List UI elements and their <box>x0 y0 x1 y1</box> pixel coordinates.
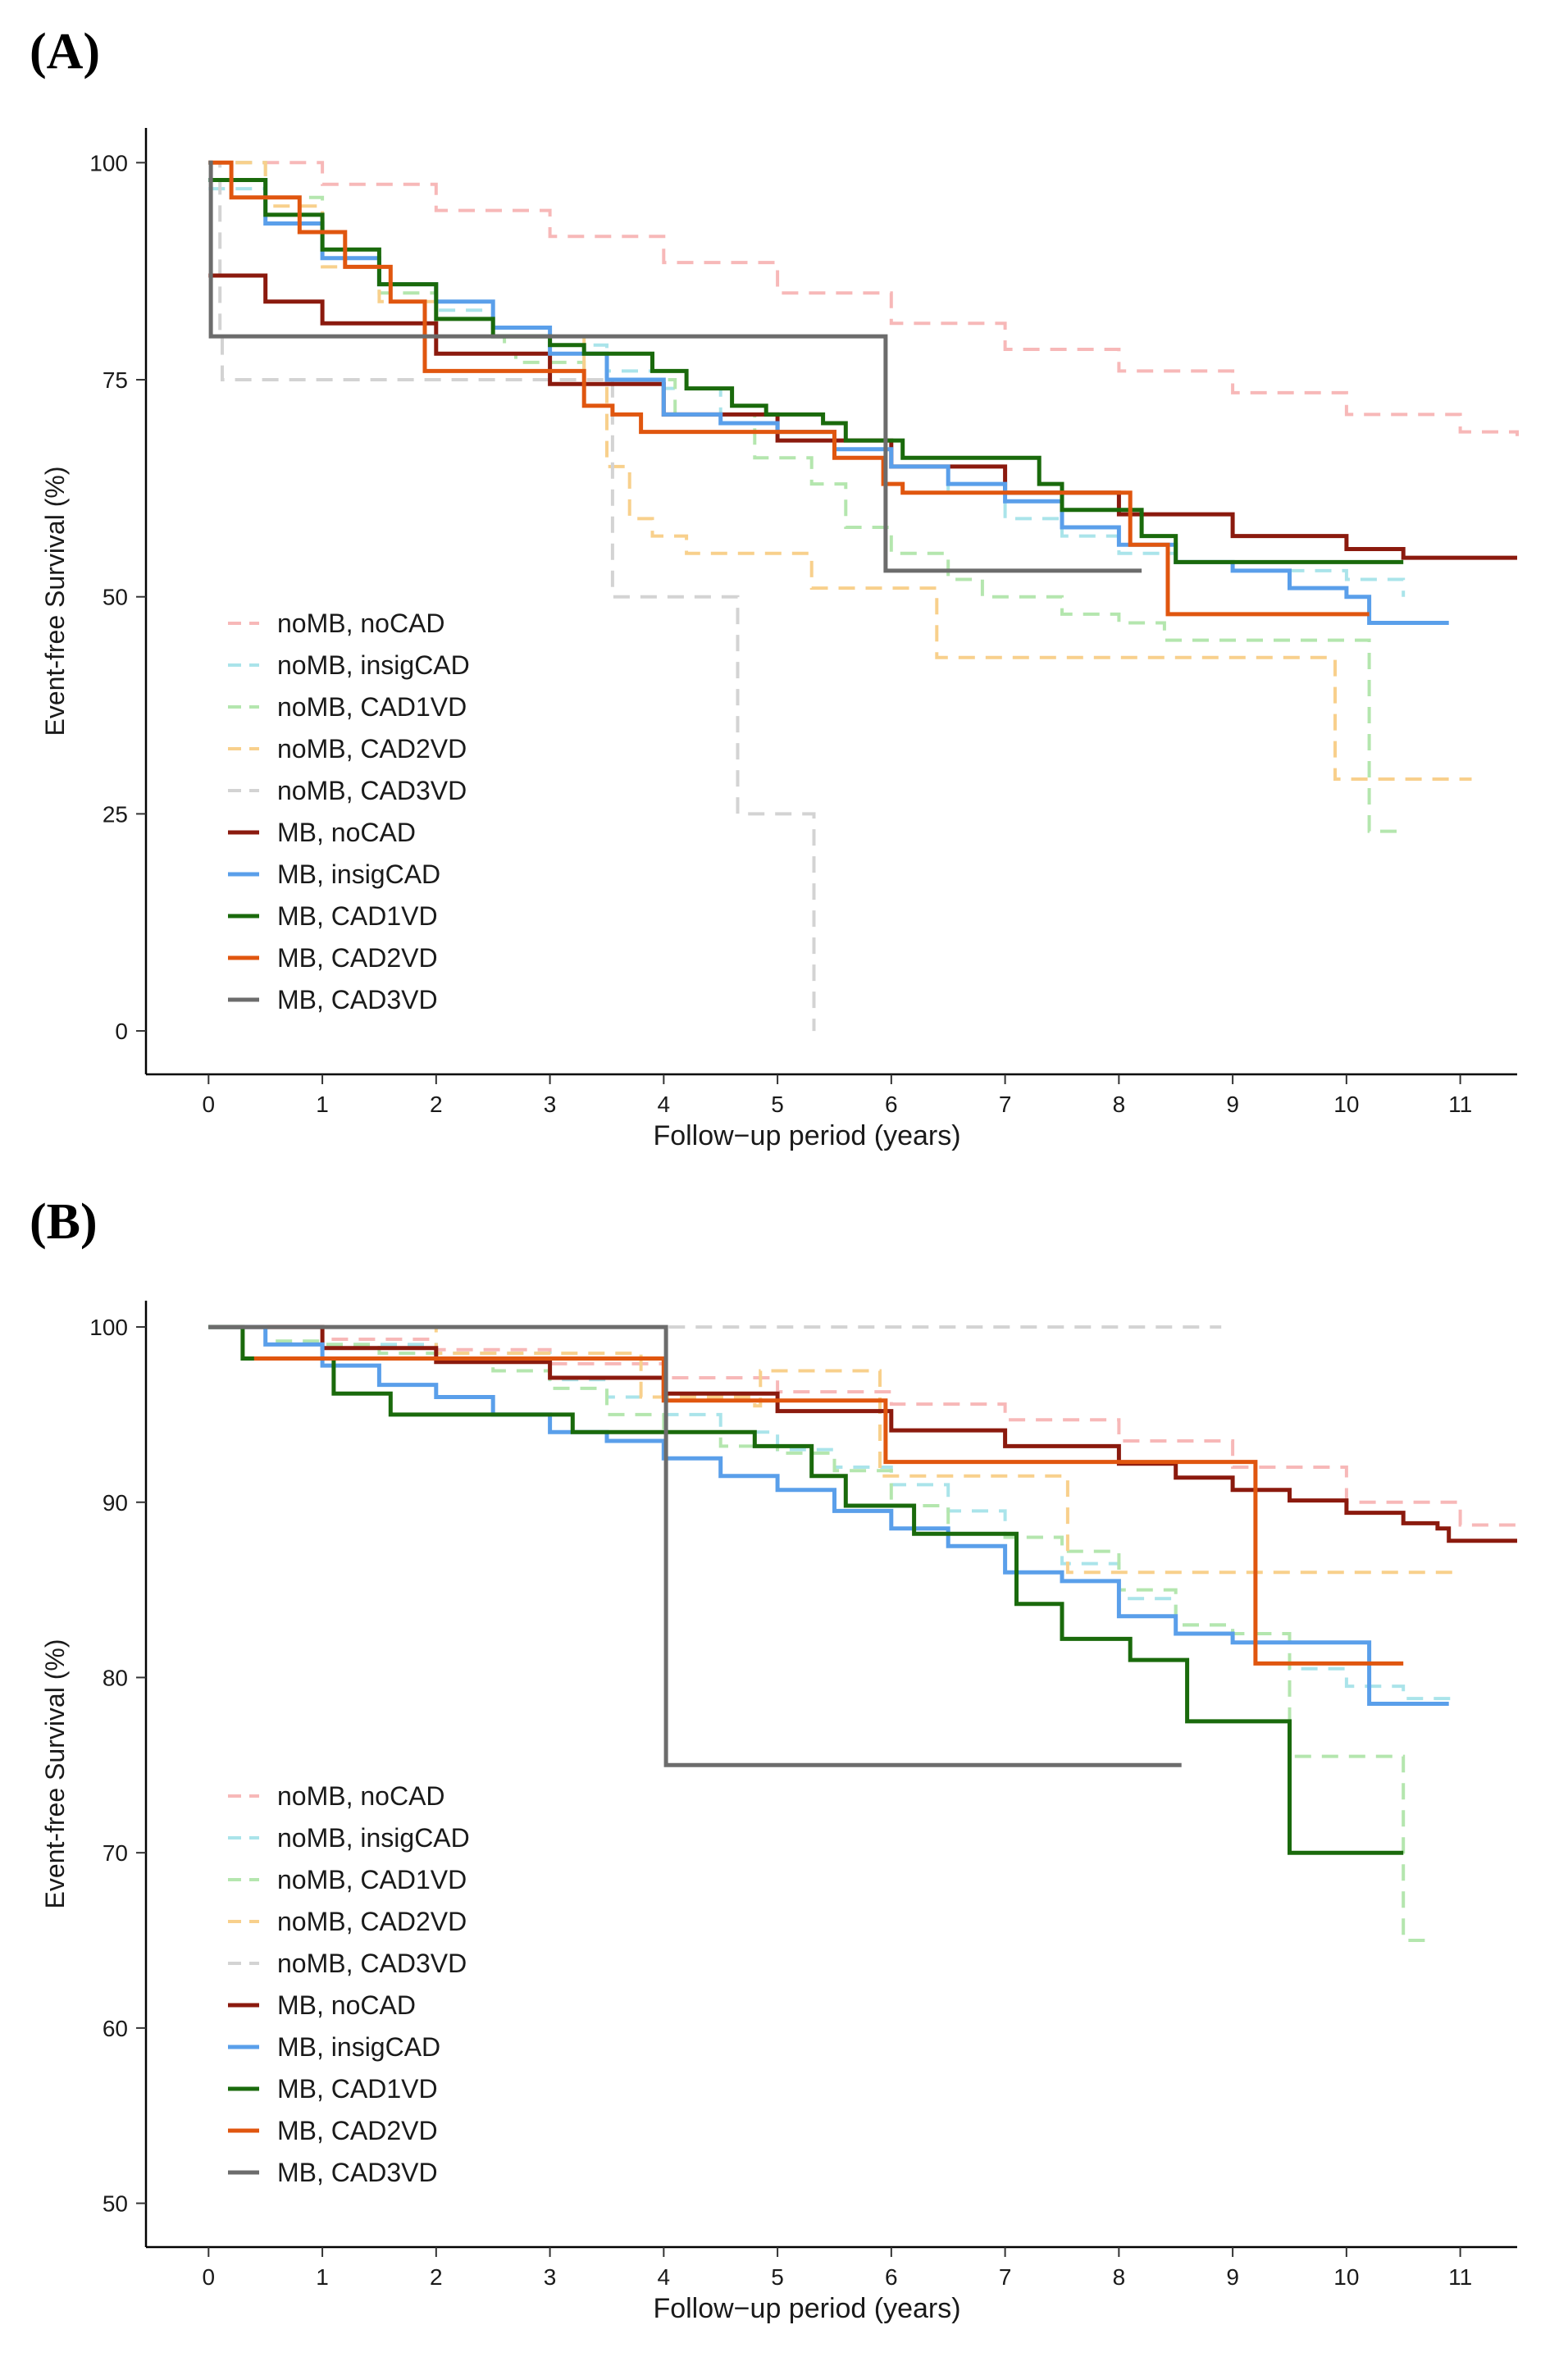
series-line-nomb-cad2vd <box>208 1325 1461 1575</box>
x-tick-label: 0 <box>203 2264 216 2290</box>
series-line-mb-cad2vd <box>253 1356 1404 1666</box>
y-axis-label: Event-free Survival (%) <box>40 467 70 736</box>
series-line-mb-cad1vd <box>208 1324 1404 1855</box>
x-tick-label: 7 <box>999 2264 1012 2290</box>
legend-label-nomb-cad1vd: noMB, CAD1VD <box>277 1865 467 1894</box>
y-tick-label: 50 <box>103 2191 128 2217</box>
legend-label-mb-cad3vd: MB, CAD3VD <box>277 985 438 1014</box>
x-tick-label: 5 <box>771 2264 784 2290</box>
legend-label-mb-cad2vd: MB, CAD2VD <box>277 943 438 973</box>
x-tick-label: 5 <box>771 1092 784 1117</box>
x-tick-label: 9 <box>1226 1092 1239 1117</box>
x-tick-label: 3 <box>544 2264 557 2290</box>
legend-label-mb-cad1vd: MB, CAD1VD <box>277 901 438 931</box>
x-tick-label: 10 <box>1333 1092 1359 1117</box>
legend-label-nomb-nocad: noMB, noCAD <box>277 609 445 638</box>
legend-label-nomb-cad1vd: noMB, CAD1VD <box>277 692 467 722</box>
legend-label-nomb-cad2vd: noMB, CAD2VD <box>277 734 467 764</box>
series-line-nomb-nocad <box>208 161 1519 436</box>
x-tick-label: 4 <box>658 1092 671 1117</box>
y-tick-label: 70 <box>103 1840 128 1866</box>
legend-label-mb-nocad: MB, noCAD <box>277 1990 416 2020</box>
x-tick-label: 2 <box>430 1092 443 1117</box>
x-axis-label: Follow−up period (years) <box>653 1120 960 1151</box>
x-tick-label: 1 <box>316 1092 329 1117</box>
y-tick-label: 100 <box>89 150 128 176</box>
series-line-mb-cad3vd <box>208 160 1142 573</box>
legend-label-nomb-cad2vd: noMB, CAD2VD <box>277 1907 467 1936</box>
x-tick-label: 1 <box>316 2264 329 2290</box>
x-tick-label: 11 <box>1448 2264 1472 2290</box>
panel-label-b: (B) <box>30 1194 98 1250</box>
y-tick-label: 100 <box>89 1315 128 1340</box>
legend: noMB, noCAD noMB, insigCAD noMB, CAD1VD noM… <box>228 609 470 1014</box>
legend-label-mb-cad1vd: MB, CAD1VD <box>277 2074 438 2104</box>
x-tick-label: 8 <box>1113 2264 1126 2290</box>
series-line-nomb-cad2vd <box>208 161 1472 781</box>
x-tick-label: 7 <box>999 1092 1012 1117</box>
legend-label-mb-insigcad: MB, insigCAD <box>277 2032 440 2062</box>
legend-label-mb-cad3vd: MB, CAD3VD <box>277 2158 438 2187</box>
series-line-mb-insigcad <box>208 178 1449 625</box>
y-tick-label: 75 <box>103 367 128 393</box>
y-tick-label: 90 <box>103 1490 128 1516</box>
series-line-nomb-insigcad <box>208 187 1406 597</box>
y-tick-label: 50 <box>103 585 128 610</box>
survival-chart-a: 0 1 2 3 4 5 6 7 8 9 10 11 0 25 50 75 100 Follow−up period… <box>40 128 1519 1151</box>
legend-label-nomb-insigcad: noMB, insigCAD <box>277 1823 470 1853</box>
panel-label-a: (A) <box>30 24 101 80</box>
x-axis-label: Follow−up period (years) <box>653 2293 960 2324</box>
legend-label-nomb-cad3vd: noMB, CAD3VD <box>277 1949 467 1978</box>
x-tick-label: 11 <box>1448 1092 1472 1117</box>
legend: noMB, noCAD noMB, insigCAD noMB, CAD1VD noM… <box>228 1781 470 2187</box>
x-tick-label: 4 <box>658 2264 671 2290</box>
series-line-mb-insigcad <box>208 1324 1449 1706</box>
x-tick-label: 3 <box>544 1092 557 1117</box>
y-tick-label: 80 <box>103 1665 128 1690</box>
series-line-nomb-cad1vd <box>208 161 1404 833</box>
x-tick-label: 0 <box>203 1092 216 1117</box>
x-tick-label: 10 <box>1333 2264 1359 2290</box>
series-line-mb-cad3vd <box>208 1324 1182 1767</box>
legend-label-nomb-insigcad: noMB, insigCAD <box>277 650 470 680</box>
x-tick-label: 6 <box>885 1092 898 1117</box>
x-tick-label: 6 <box>885 2264 898 2290</box>
x-tick-label: 8 <box>1113 1092 1126 1117</box>
legend-label-mb-insigcad: MB, insigCAD <box>277 859 440 889</box>
x-tick-label: 2 <box>430 2264 443 2290</box>
y-axis-label: Event-free Survival (%) <box>40 1639 70 1909</box>
legend-label-nomb-nocad: noMB, noCAD <box>277 1781 445 1811</box>
legend-label-mb-cad2vd: MB, CAD2VD <box>277 2116 438 2145</box>
series-line-mb-nocad <box>208 273 1517 560</box>
legend-label-mb-nocad: MB, noCAD <box>277 818 416 847</box>
survival-chart-b: 0 1 2 3 4 5 6 7 8 9 10 11 50 60 70 80 90 100 Follow−up per… <box>40 1301 1519 2324</box>
series-line-mb-nocad <box>208 1324 1517 1543</box>
x-tick-label: 9 <box>1226 2264 1239 2290</box>
legend-label-nomb-cad3vd: noMB, CAD3VD <box>277 776 467 805</box>
series-line-mb-cad2vd <box>208 160 1370 617</box>
y-tick-label: 0 <box>115 1019 128 1044</box>
y-tick-label: 25 <box>103 801 128 827</box>
y-tick-label: 60 <box>103 2016 128 2041</box>
